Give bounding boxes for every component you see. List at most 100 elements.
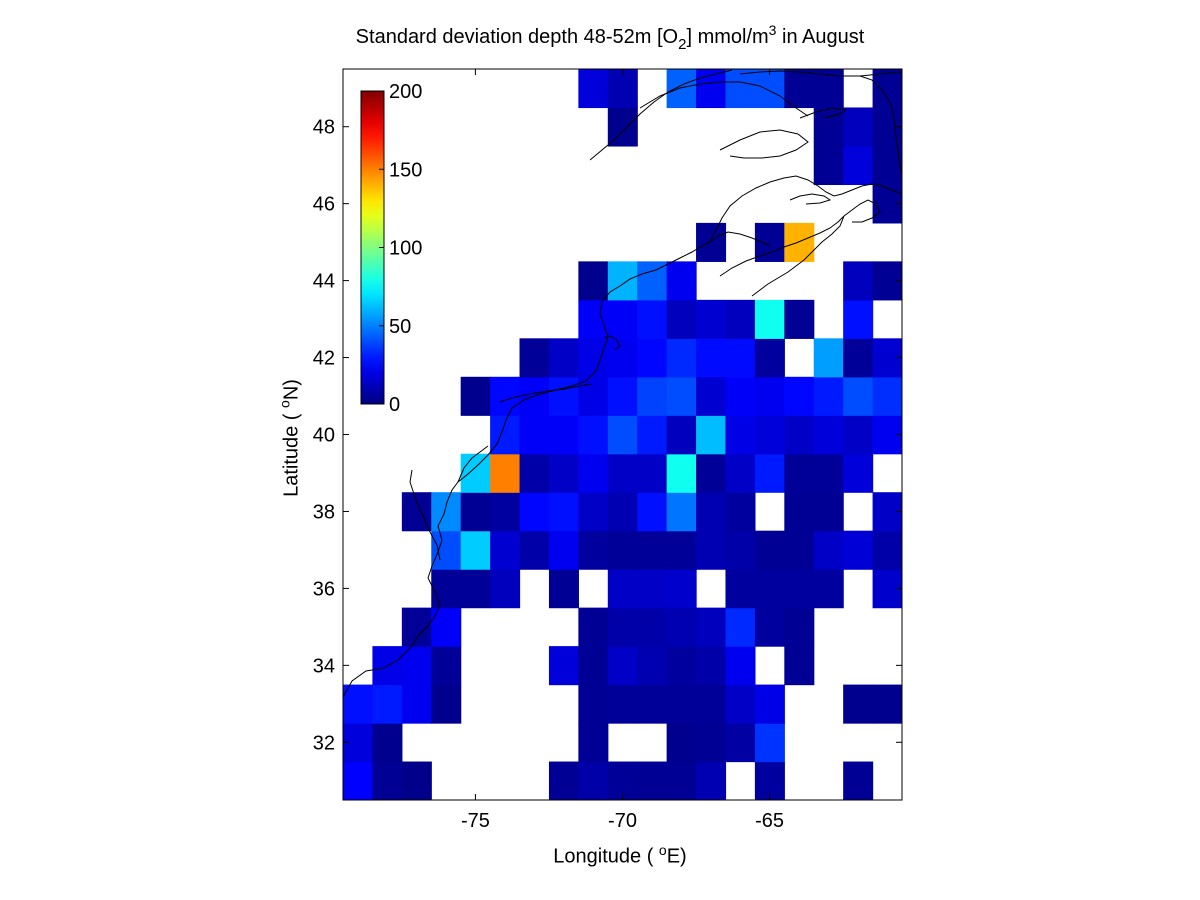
heatmap-cell xyxy=(578,338,609,378)
heatmap-cell xyxy=(637,684,668,724)
heatmap-cell xyxy=(784,299,815,339)
delaware-bay xyxy=(457,445,489,483)
us-east-coastline xyxy=(343,241,711,698)
heatmap-cell xyxy=(725,723,756,763)
x-tick-label: -70 xyxy=(608,810,637,832)
heatmap-cell xyxy=(754,684,785,724)
heatmap-cell xyxy=(813,145,844,186)
heatmap-cell xyxy=(607,299,638,339)
heatmap-cell xyxy=(666,338,697,378)
heatmap-cell xyxy=(843,684,874,724)
heatmap-cell xyxy=(843,145,874,186)
title-text: Standard deviation depth 48-52m [O xyxy=(355,26,679,48)
y-tick-label: 48 xyxy=(313,117,335,139)
heatmap-cell xyxy=(548,453,579,493)
heatmap-cell xyxy=(343,684,374,724)
heatmap-cell xyxy=(843,261,874,301)
heatmap-cell xyxy=(548,530,579,570)
heatmap-cell xyxy=(490,376,521,416)
heatmap-cell xyxy=(666,761,697,800)
colorbar-gradient xyxy=(361,91,384,404)
axis-ticks: -75 -70 -65 32 34 36 38 40 42 44 46 48 xyxy=(313,69,902,832)
heatmap-cell xyxy=(578,492,609,532)
heatmap-cell xyxy=(490,530,521,570)
y-axis-label: Latitude ( oN) xyxy=(277,379,304,497)
heatmap-cell xyxy=(696,684,727,724)
heatmap-cell xyxy=(754,222,785,262)
heatmap-cell xyxy=(637,761,668,800)
heatmap-cell xyxy=(696,607,727,647)
heatmap-cell xyxy=(666,261,697,301)
y-tick-label: 34 xyxy=(313,655,335,677)
heatmap-cell xyxy=(607,684,638,724)
heatmap-cell xyxy=(548,761,579,800)
heatmap-cell xyxy=(696,492,727,532)
x-tick-label: -65 xyxy=(755,810,784,832)
heatmap-cell xyxy=(784,415,815,455)
heatmap-cell xyxy=(872,376,902,416)
heatmap-cell xyxy=(725,492,756,532)
heatmap-cell xyxy=(813,453,844,493)
heatmap-cell xyxy=(725,338,756,378)
st-lawrence-north-shore xyxy=(639,81,809,117)
heatmap-cell xyxy=(666,569,697,609)
chesapeake-bay xyxy=(409,469,441,561)
heatmap-cell xyxy=(607,69,638,109)
heatmap-cell xyxy=(696,646,727,686)
heatmap-cell xyxy=(784,492,815,532)
heatmap-cell xyxy=(696,299,727,339)
heatmap-cell xyxy=(431,492,462,532)
heatmap-cell xyxy=(666,723,697,763)
colorbar: 0 50 100 150 200 xyxy=(360,81,422,416)
heatmap-cell xyxy=(813,530,844,570)
heatmap-cell xyxy=(607,107,638,147)
heatmap-cell xyxy=(754,69,785,109)
heatmap-cell xyxy=(637,299,668,339)
title-subscript: 2 xyxy=(678,36,687,53)
newfoundland xyxy=(859,75,902,177)
heatmap-cell xyxy=(754,761,785,800)
heatmap-cell xyxy=(725,569,756,609)
heatmap-cell xyxy=(725,607,756,647)
heatmap-cell xyxy=(696,415,727,455)
x-axis-label-text: Longitude ( xyxy=(553,845,659,868)
heatmap-cell xyxy=(548,376,579,416)
title-superscript: 3 xyxy=(768,22,777,38)
heatmap-cell xyxy=(784,569,815,609)
heatmap-cell xyxy=(401,646,432,686)
heatmap-cell xyxy=(637,415,668,455)
heatmap-cell xyxy=(784,453,815,493)
heatmap-cell xyxy=(813,569,844,609)
y-tick-label: 38 xyxy=(313,501,335,523)
y-axis-label-text: Latitude ( xyxy=(280,407,303,497)
heatmap-cell xyxy=(490,492,521,532)
heatmap-cell xyxy=(460,376,491,416)
heatmap-cell xyxy=(578,530,609,570)
heatmap-cell xyxy=(637,530,668,570)
y-axis-unit: N) xyxy=(280,379,303,401)
heatmap-cell xyxy=(754,299,785,339)
heatmap-cell xyxy=(578,607,609,647)
heatmap-cell xyxy=(696,338,727,378)
heatmap-cell xyxy=(725,530,756,570)
heatmap-cell xyxy=(813,338,844,378)
heatmap-cell xyxy=(754,338,785,378)
heatmap-cell xyxy=(460,569,491,609)
heatmap-cell xyxy=(696,453,727,493)
heatmap-cell xyxy=(637,492,668,532)
heatmap-cell xyxy=(784,607,815,647)
heatmap-cell xyxy=(725,376,756,416)
heatmap-cell xyxy=(607,338,638,378)
colorbar-tick-label: 150 xyxy=(389,159,422,181)
heatmap-cell xyxy=(519,453,550,493)
heatmap-cell xyxy=(372,723,403,763)
heatmap-cell xyxy=(813,376,844,416)
heatmap-cell xyxy=(754,607,785,647)
heatmap-cell xyxy=(637,261,668,301)
heatmap-cell xyxy=(548,415,579,455)
heatmap-cell xyxy=(548,338,579,378)
heatmap-cell xyxy=(607,530,638,570)
upper-coast xyxy=(739,70,902,77)
heatmap-cell xyxy=(843,299,874,339)
